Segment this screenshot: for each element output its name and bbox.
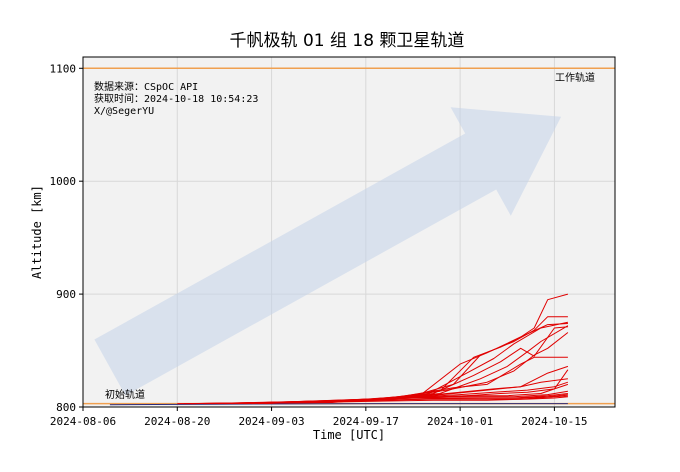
initial-orbit-label: 初始轨道 [105, 388, 145, 401]
axis-ticks: 2024-08-06 2024-08-20 2024-09-03 2024-09-17… [50, 62, 588, 428]
series-line-19 [305, 396, 568, 403]
x-tick-label: 2024-10-15 [521, 415, 587, 428]
y-tick-label: 900 [56, 288, 76, 301]
trend-arrow-layer [94, 107, 562, 396]
y-tick-label: 1100 [50, 62, 77, 75]
series-line-1 [109, 403, 568, 406]
plot-frame [82, 56, 616, 408]
x-tick-label: 2024-08-20 [144, 415, 210, 428]
y-tick-label: 800 [56, 401, 76, 414]
x-tick-label: 2024-09-03 [238, 415, 304, 428]
y-tick-label: 1000 [50, 175, 77, 188]
x-tick-label: 2024-10-01 [427, 415, 493, 428]
series-line-18 [291, 395, 568, 403]
x-tick-label: 2024-08-06 [50, 415, 116, 428]
source-line-2: 获取时间：2024-10-18 10:54:23 [94, 92, 258, 105]
trend-arrow [94, 107, 562, 396]
source-line-3: X/@SegerYU [94, 106, 154, 117]
x-axis-label: Time [UTC] [313, 428, 385, 442]
y-axis-label: Altitude [km] [30, 185, 44, 279]
chart-title: 千帆极轨 01 组 18 颗卫星轨道 [230, 31, 465, 51]
series-line-15 [264, 390, 568, 405]
x-tick-label: 2024-09-17 [333, 415, 399, 428]
series-layer [109, 293, 569, 406]
working-orbit-label: 工作轨道 [555, 71, 595, 84]
source-line-1: 数据来源：CSpOC API [94, 80, 198, 93]
